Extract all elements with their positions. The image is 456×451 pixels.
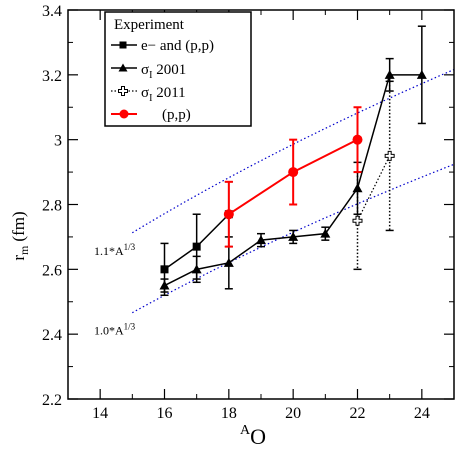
legend-label-sigma-2001: σI 2001 xyxy=(141,62,186,81)
ref-curve-1-0-a1-3 xyxy=(132,163,454,314)
point-p-p-20 xyxy=(288,167,299,178)
x-tick-label-22: 22 xyxy=(350,405,366,422)
series-i-2001 xyxy=(159,25,427,293)
y-axis-label: rm (fm) xyxy=(9,211,31,260)
point-i-2001-19 xyxy=(256,235,266,245)
y-tick-label-5: 3.2 xyxy=(42,68,62,85)
point-i-2011-23 xyxy=(384,150,395,161)
legend-entry-sigma-2001: σI 2001 xyxy=(111,62,186,81)
point-i-2001-23 xyxy=(384,69,395,79)
y-tick-label-6: 3.4 xyxy=(42,3,62,20)
y-tick-label-4: 3 xyxy=(54,133,62,150)
ref-label-text: 1.0*A xyxy=(94,324,124,338)
y-axis-label-main: r xyxy=(9,255,28,261)
legend-marker-square xyxy=(119,41,127,49)
point-p-p-22 xyxy=(352,134,363,145)
point-e-and-p-p-17 xyxy=(192,242,201,251)
ref-label-text: 1.1*A xyxy=(94,244,124,258)
x-tick-label-14: 14 xyxy=(92,405,108,422)
legend-entry-sigma-2011: σI 2011 xyxy=(111,85,186,104)
series-p-p xyxy=(223,106,363,248)
x-tick-label-18: 18 xyxy=(221,405,237,422)
legend-label-pp: (p,p) xyxy=(162,107,191,123)
ref-label-1-0-a: 1.0*A1/3 xyxy=(94,322,136,338)
point-i-2001-24 xyxy=(416,69,427,79)
y-tick-label-0: 2.2 xyxy=(42,392,62,409)
point-i-2001-21 xyxy=(320,228,331,238)
point-e-and-p-p-16 xyxy=(160,265,169,274)
legend-label-sigma-2001-subscript: I xyxy=(149,70,152,81)
y-tick-label-3: 2.8 xyxy=(42,198,62,215)
y-axis-label-unit: (fm) xyxy=(9,211,28,241)
x-axis-label-superscript: A xyxy=(240,423,251,438)
legend-title: Experiment xyxy=(114,17,185,33)
point-i-2001-22 xyxy=(352,183,363,193)
legend-box xyxy=(104,11,252,127)
legend-label-sigma-2011-symbol: σ xyxy=(141,85,149,101)
point-i-2001-20 xyxy=(288,231,299,241)
y-tick-label-1: 2.4 xyxy=(42,327,62,344)
y-tick-label-2: 2.6 xyxy=(42,262,62,279)
point-i-2001-16 xyxy=(159,280,170,290)
ref-label-1-1-a: 1.1*A1/3 xyxy=(94,242,136,258)
legend-label-sigma-2011-subscript: I xyxy=(149,93,152,104)
legend-marker-plus-open xyxy=(118,86,128,96)
legend-entry-pp: (p,p) xyxy=(111,107,191,123)
point-i-2001-17 xyxy=(191,264,202,274)
y-axis-label-subscript: m xyxy=(17,245,31,255)
point-i-2011-22 xyxy=(352,215,363,226)
series-i-2011 xyxy=(352,80,395,271)
point-i-2001-18 xyxy=(223,257,234,267)
x-tick-label-24: 24 xyxy=(414,405,430,422)
point-p-p-18 xyxy=(223,209,234,220)
ref-label-superscript: 1/3 xyxy=(124,242,136,252)
x-axis-label-main: O xyxy=(250,424,266,449)
legend-label-sigma-2001-symbol: σ xyxy=(141,62,149,78)
x-tick-label-16: 16 xyxy=(157,405,173,422)
series-line-i-2011 xyxy=(356,155,391,221)
legend-entry-e-and-pp: e− and (p,p) xyxy=(111,38,214,54)
ref-label-superscript: 1/3 xyxy=(124,322,136,332)
legend-label-sigma-2011: σI 2011 xyxy=(141,85,186,104)
legend-marker-triangle xyxy=(118,63,128,72)
legend: Experiment e− and (p,p) σI 2001 σI 2011 … xyxy=(104,11,252,127)
legend-label-e-and-pp: e− and (p,p) xyxy=(141,38,214,54)
legend-label-sigma-2011-year: 2011 xyxy=(152,85,185,101)
legend-marker-circle xyxy=(119,109,129,119)
x-tick-label-20: 20 xyxy=(285,405,301,422)
x-axis-label: AO xyxy=(240,423,266,449)
legend-label-sigma-2001-year: 2001 xyxy=(152,62,186,78)
